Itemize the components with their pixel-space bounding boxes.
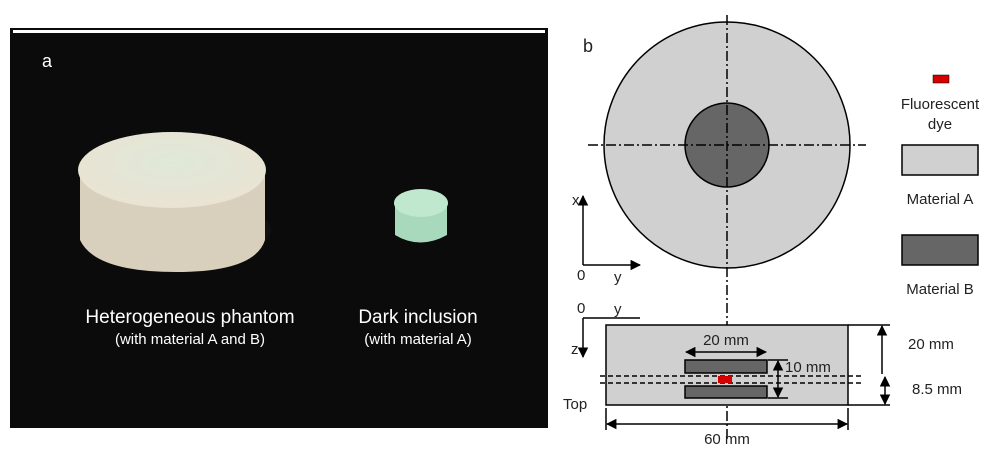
inclusion-top [394, 189, 448, 217]
axis-origin: 0 [577, 267, 585, 284]
object-title: Heterogeneous phantom [85, 307, 294, 328]
legend-label: dye [928, 116, 952, 133]
dimension-label: 20 mm [703, 332, 749, 349]
object-title: Dark inclusion [358, 307, 477, 328]
photo: a Heterogeneous phantom (with material A… [10, 28, 548, 428]
legend-label: Material A [907, 191, 974, 208]
axis-label: y [614, 301, 622, 318]
panel-label: b [583, 36, 593, 56]
legend-swatch [902, 235, 978, 265]
dimension-label: 8.5 mm [912, 381, 962, 398]
legend-label: Fluorescent [901, 96, 980, 113]
dye [718, 376, 732, 383]
inclusion-side-view [685, 386, 767, 398]
view-label: Top [563, 396, 587, 413]
figure: a Heterogeneous phantom (with material A… [0, 0, 987, 450]
panel-label: a [42, 51, 53, 71]
phantom-top [78, 132, 266, 208]
axis-label: z [571, 341, 579, 358]
dimension-label: 10 mm [785, 359, 831, 376]
axis-label: x [572, 192, 580, 209]
object-subtitle: (with material A) [364, 331, 472, 348]
legend-swatch [902, 145, 978, 175]
inclusion-side-view [685, 360, 767, 373]
legend-swatch [933, 75, 949, 83]
dimension-label: 20 mm [908, 336, 954, 353]
legend-label: Material B [906, 281, 974, 298]
axis-origin: 0 [577, 300, 585, 317]
object-subtitle: (with material A and B) [115, 331, 265, 348]
photo-edge [13, 30, 545, 33]
axis-label: y [614, 269, 622, 286]
dimension-label: 60 mm [704, 431, 750, 448]
